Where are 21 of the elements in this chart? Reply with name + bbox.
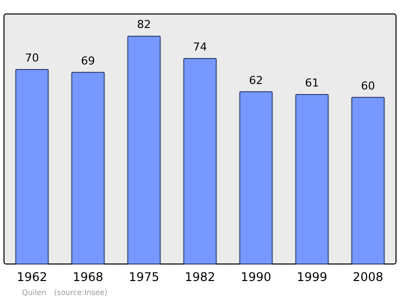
bar bbox=[295, 94, 329, 264]
data-label: 70 bbox=[25, 52, 39, 65]
bar bbox=[127, 36, 161, 264]
x-tick-label: 1962 bbox=[16, 270, 48, 284]
bar bbox=[351, 96, 385, 264]
data-label: 62 bbox=[249, 74, 263, 87]
x-tick-label: 2008 bbox=[352, 270, 384, 284]
bar bbox=[183, 58, 217, 264]
data-label: 61 bbox=[305, 76, 319, 90]
x-tick-label: 1990 bbox=[240, 270, 272, 284]
bar bbox=[71, 72, 105, 264]
x-tick-label: 1975 bbox=[128, 270, 160, 284]
x-tick-label: 1999 bbox=[296, 270, 328, 284]
data-label: 60 bbox=[361, 79, 375, 92]
data-label: 74 bbox=[193, 40, 207, 54]
data-label: 69 bbox=[81, 54, 95, 68]
bar bbox=[15, 69, 49, 264]
x-tick-label: 1982 bbox=[184, 270, 216, 284]
x-tick-label: 1968 bbox=[72, 270, 104, 284]
bar bbox=[239, 91, 273, 264]
data-label: 82 bbox=[137, 18, 151, 32]
